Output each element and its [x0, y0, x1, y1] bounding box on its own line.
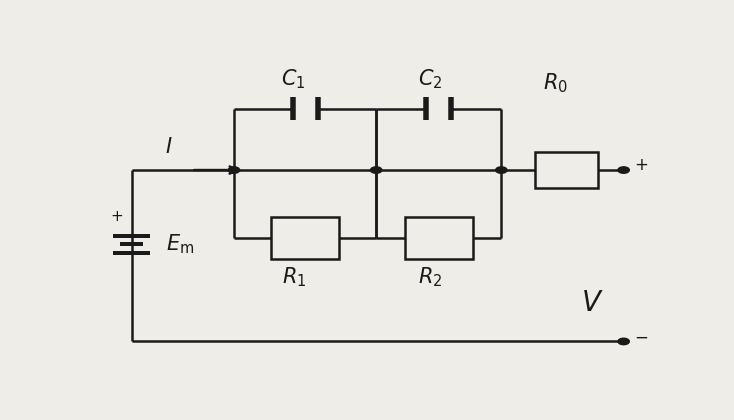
Circle shape — [228, 167, 240, 173]
Circle shape — [495, 167, 507, 173]
FancyBboxPatch shape — [404, 217, 473, 259]
Text: $+$: $+$ — [633, 156, 647, 174]
Text: $R_2$: $R_2$ — [418, 265, 443, 289]
Text: $V$: $V$ — [581, 289, 603, 317]
Text: $I$: $I$ — [164, 137, 172, 158]
FancyBboxPatch shape — [535, 152, 598, 188]
Text: $R_0$: $R_0$ — [543, 71, 568, 94]
Circle shape — [371, 167, 382, 173]
Circle shape — [618, 338, 629, 345]
Text: $R_1$: $R_1$ — [282, 265, 306, 289]
Circle shape — [618, 167, 629, 173]
Text: $+$: $+$ — [110, 210, 123, 224]
Text: $C_1$: $C_1$ — [281, 68, 306, 91]
Text: $E_{\mathrm{m}}$: $E_{\mathrm{m}}$ — [166, 233, 194, 256]
Text: $C_2$: $C_2$ — [418, 68, 443, 91]
Text: $-$: $-$ — [633, 328, 648, 346]
FancyBboxPatch shape — [271, 217, 339, 259]
